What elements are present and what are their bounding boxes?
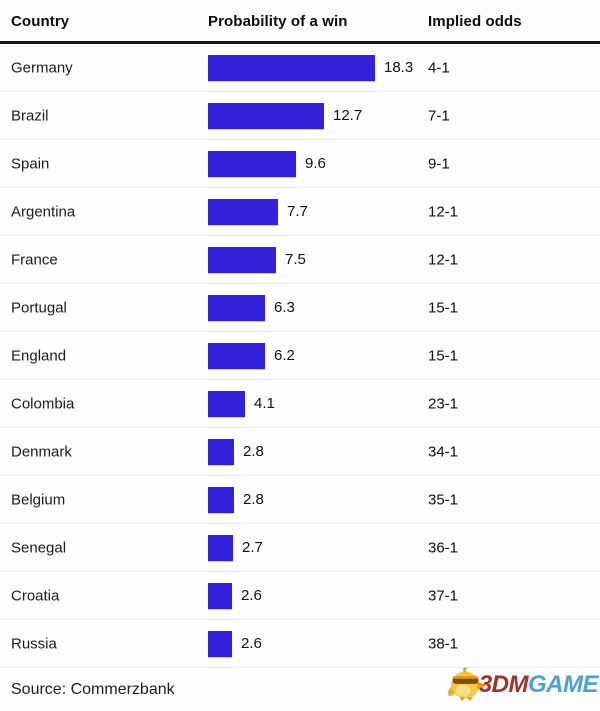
odds-label: 37-1 <box>428 587 459 604</box>
odds-label: 23-1 <box>428 395 459 412</box>
bar-group: 2.8 <box>208 486 264 513</box>
table-row: Portugal 6.3 15-1 <box>0 284 600 332</box>
table-row: Brazil 12.7 7-1 <box>0 92 600 140</box>
probability-value-label: 2.6 <box>241 635 262 652</box>
bar-group: 18.3 <box>208 54 414 81</box>
probability-value-label: 4.1 <box>254 395 275 412</box>
country-label: Russia <box>11 635 57 652</box>
country-label: Germany <box>11 59 73 76</box>
bar-group: 12.7 <box>208 102 363 129</box>
probability-bar <box>208 150 296 177</box>
table-row: France 7.5 12-1 <box>0 236 600 284</box>
column-header-country: Country <box>11 13 70 30</box>
bar-group: 7.5 <box>208 246 306 273</box>
odds-label: 9-1 <box>428 155 450 172</box>
table-body: Germany 18.3 4-1 Brazil 12.7 7-1 Spain 9… <box>0 44 600 668</box>
country-label: Denmark <box>11 443 72 460</box>
table-row: Belgium 2.8 35-1 <box>0 476 600 524</box>
country-label: Croatia <box>11 587 60 604</box>
country-label: Argentina <box>11 203 76 220</box>
odds-label: 38-1 <box>428 635 459 652</box>
probability-value-label: 9.6 <box>305 155 326 172</box>
probability-bar <box>208 486 234 513</box>
country-label: Brazil <box>11 107 49 124</box>
table-row: Spain 9.6 9-1 <box>0 140 600 188</box>
bar-group: 9.6 <box>208 150 326 177</box>
odds-label: 12-1 <box>428 251 459 268</box>
table-row: Russia 2.6 38-1 <box>0 620 600 668</box>
table-header-row: Country Probability of a win Implied odd… <box>0 0 600 44</box>
probability-value-label: 7.7 <box>287 203 308 220</box>
watermark-text: 3DMGAME <box>478 671 599 699</box>
bar-group: 4.1 <box>208 390 275 417</box>
watermark-3dmgame: 3DMGAME <box>446 664 599 706</box>
column-header-probability: Probability of a win <box>208 13 348 30</box>
table-row: Germany 18.3 4-1 <box>0 44 600 92</box>
bar-group: 6.3 <box>208 294 295 321</box>
probability-value-label: 2.8 <box>243 491 264 508</box>
probability-value-label: 6.2 <box>274 347 295 364</box>
source-credit: Source: Commerzbank <box>11 681 175 698</box>
table-row: England 6.2 15-1 <box>0 332 600 380</box>
country-label: Colombia <box>11 395 75 412</box>
bar-group: 6.2 <box>208 342 295 369</box>
odds-label: 35-1 <box>428 491 459 508</box>
country-label: Belgium <box>11 491 66 508</box>
odds-label: 7-1 <box>428 107 450 124</box>
odds-label: 15-1 <box>428 299 459 316</box>
bar-group: 2.6 <box>208 582 262 609</box>
probability-bar <box>208 438 234 465</box>
probability-bar <box>208 102 324 129</box>
odds-label: 12-1 <box>428 203 459 220</box>
probability-bar <box>208 54 375 81</box>
odds-label: 36-1 <box>428 539 459 556</box>
probability-value-label: 18.3 <box>384 59 414 76</box>
probability-value-label: 2.7 <box>242 539 263 556</box>
table-row: Colombia 4.1 23-1 <box>0 380 600 428</box>
probability-bar <box>208 390 245 417</box>
country-label: Portugal <box>11 299 67 316</box>
table-row: Croatia 2.6 37-1 <box>0 572 600 620</box>
chick-mascot-icon <box>446 664 488 706</box>
probability-value-label: 6.3 <box>274 299 295 316</box>
country-label: England <box>11 347 67 364</box>
table-row: Argentina 7.7 12-1 <box>0 188 600 236</box>
probability-bar <box>208 246 276 273</box>
probability-bar <box>208 534 233 561</box>
bar-group: 7.7 <box>208 198 308 225</box>
table-row: Denmark 2.8 34-1 <box>0 428 600 476</box>
probability-bar <box>208 630 232 657</box>
odds-label: 4-1 <box>428 59 450 76</box>
probability-value-label: 2.8 <box>243 443 264 460</box>
bar-group: 2.7 <box>208 534 263 561</box>
watermark-text-3dm: 3DM <box>478 671 529 698</box>
watermark-text-game: GAME <box>528 671 599 698</box>
country-label: Spain <box>11 155 50 172</box>
country-label: France <box>11 251 58 268</box>
probability-bar <box>208 198 278 225</box>
probability-value-label: 12.7 <box>333 107 363 124</box>
odds-label: 34-1 <box>428 443 459 460</box>
probability-bar <box>208 582 232 609</box>
odds-label: 15-1 <box>428 347 459 364</box>
probability-value-label: 7.5 <box>285 251 306 268</box>
bar-group: 2.6 <box>208 630 262 657</box>
table-row: Senegal 2.7 36-1 <box>0 524 600 572</box>
country-label: Senegal <box>11 539 67 556</box>
probability-bar <box>208 342 265 369</box>
probability-value-label: 2.6 <box>241 587 262 604</box>
column-header-implied-odds: Implied odds <box>428 13 522 30</box>
bar-group: 2.8 <box>208 438 264 465</box>
probability-bar <box>208 294 265 321</box>
